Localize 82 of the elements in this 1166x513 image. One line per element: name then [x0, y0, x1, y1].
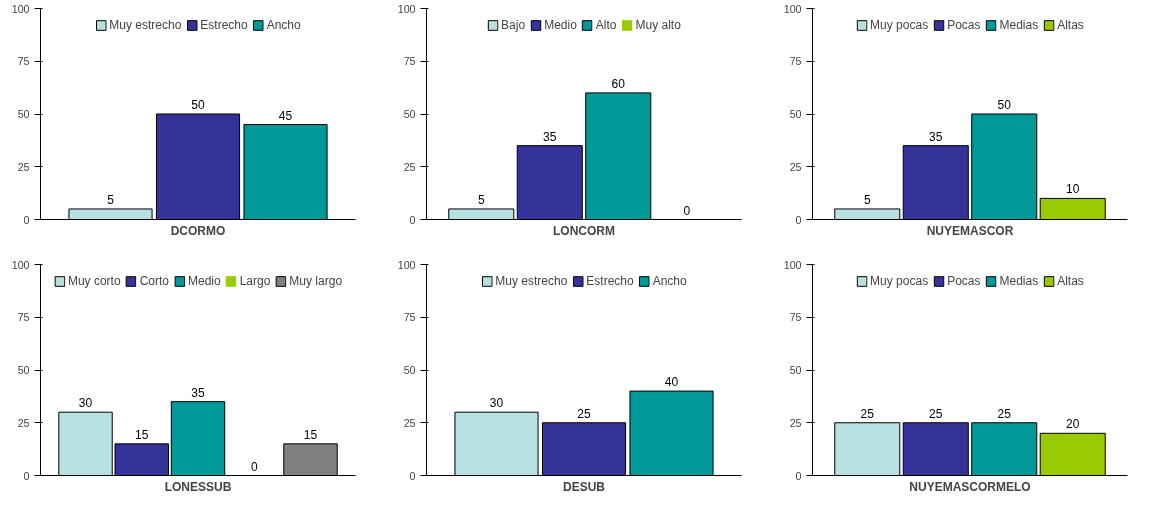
legend-label: Alto: [595, 18, 617, 32]
data-label: 30: [78, 396, 93, 411]
legend-label: Medias: [999, 274, 1039, 288]
legend-label: Pocas: [947, 274, 981, 288]
legend-label: Bajo: [501, 18, 526, 32]
legend-label: Largo: [239, 274, 271, 288]
y-tick-label: 25: [17, 160, 30, 173]
legend-label: Corto: [139, 274, 169, 288]
y-tick-label: 100: [11, 2, 30, 15]
legend-label: Estrecho: [586, 274, 634, 288]
legend-label: Muy pocas: [870, 274, 929, 288]
y-tick-label: 0: [795, 469, 802, 482]
data-label: 20: [1066, 417, 1080, 432]
legend-label: Muy alto: [635, 18, 681, 32]
legend-label: Medias: [999, 18, 1039, 32]
y-tick-label: 50: [789, 108, 802, 120]
legend-label: Altas: [1057, 274, 1084, 288]
data-label: 5: [477, 192, 485, 207]
y-tick-label: 50: [789, 364, 802, 376]
data-label: 5: [863, 192, 871, 207]
legend-label: Estrecho: [200, 18, 248, 32]
y-tick-label: 25: [789, 416, 802, 429]
data-label: 0: [250, 459, 258, 474]
y-tick-label: 0: [409, 213, 416, 226]
x-axis-title: LONCORM: [553, 223, 615, 238]
y-tick-label: 100: [783, 2, 802, 15]
legend-label: Muy corto: [67, 274, 121, 288]
data-label: 0: [683, 203, 691, 218]
legend-label: Medio: [187, 274, 221, 288]
y-tick-label: 75: [403, 311, 416, 324]
y-tick-label: 75: [789, 55, 802, 68]
data-label: 25: [860, 406, 875, 421]
data-label: 15: [135, 427, 149, 442]
y-tick-label: 100: [397, 258, 416, 271]
legend-label: Altas: [1057, 18, 1084, 32]
data-label: 50: [997, 98, 1012, 112]
data-label: 25: [577, 406, 591, 421]
legend-label: Muy largo: [289, 274, 343, 288]
data-label: 25: [929, 406, 943, 421]
x-axis-title: LONESSUB: [164, 479, 232, 494]
y-tick-label: 75: [403, 55, 416, 68]
y-tick-label: 100: [397, 2, 416, 15]
legend-label: Ancho: [266, 18, 301, 32]
data-label: 35: [929, 129, 943, 144]
y-tick-label: 0: [409, 469, 416, 482]
data-label: 45: [278, 108, 293, 123]
data-label: 15: [303, 427, 318, 442]
legend-label: Muy pocas: [870, 18, 929, 32]
data-label: 35: [191, 385, 205, 400]
y-tick-label: 75: [17, 311, 30, 324]
x-axis-title: NUYEMASCOR: [926, 223, 1014, 238]
y-tick-label: 75: [17, 55, 30, 68]
data-label: 50: [191, 98, 205, 112]
y-tick-label: 50: [17, 364, 30, 376]
legend-label: Medio: [544, 18, 577, 32]
data-label: 35: [543, 129, 557, 144]
data-label: 40: [664, 375, 679, 390]
y-tick-label: 50: [17, 108, 30, 120]
legend-label: Pocas: [947, 18, 981, 32]
y-tick-label: 25: [403, 160, 416, 173]
data-label: 30: [489, 396, 504, 411]
legend-label: Ancho: [652, 274, 687, 288]
y-tick-label: 0: [23, 213, 30, 226]
data-label: 60: [611, 76, 626, 91]
x-axis-title: NUYEMASCORMELO: [909, 479, 1031, 494]
y-tick-label: 0: [23, 469, 30, 482]
y-tick-label: 25: [789, 160, 802, 173]
legend-label: Muy estrecho: [495, 274, 568, 288]
y-tick-label: 25: [403, 416, 416, 429]
y-tick-label: 100: [783, 258, 802, 271]
y-tick-label: 75: [789, 311, 802, 324]
data-label: 25: [997, 406, 1012, 421]
data-label: 5: [107, 192, 115, 207]
y-tick-label: 50: [403, 108, 416, 120]
legend-label: Muy estrecho: [109, 18, 182, 32]
y-tick-label: 0: [795, 213, 802, 226]
x-axis-title: DCORMO: [170, 223, 226, 238]
y-tick-label: 25: [17, 416, 30, 429]
data-label: 10: [1066, 182, 1080, 197]
y-tick-label: 100: [11, 258, 30, 271]
y-tick-label: 50: [403, 364, 416, 376]
x-axis-title: DESUB: [563, 479, 606, 494]
